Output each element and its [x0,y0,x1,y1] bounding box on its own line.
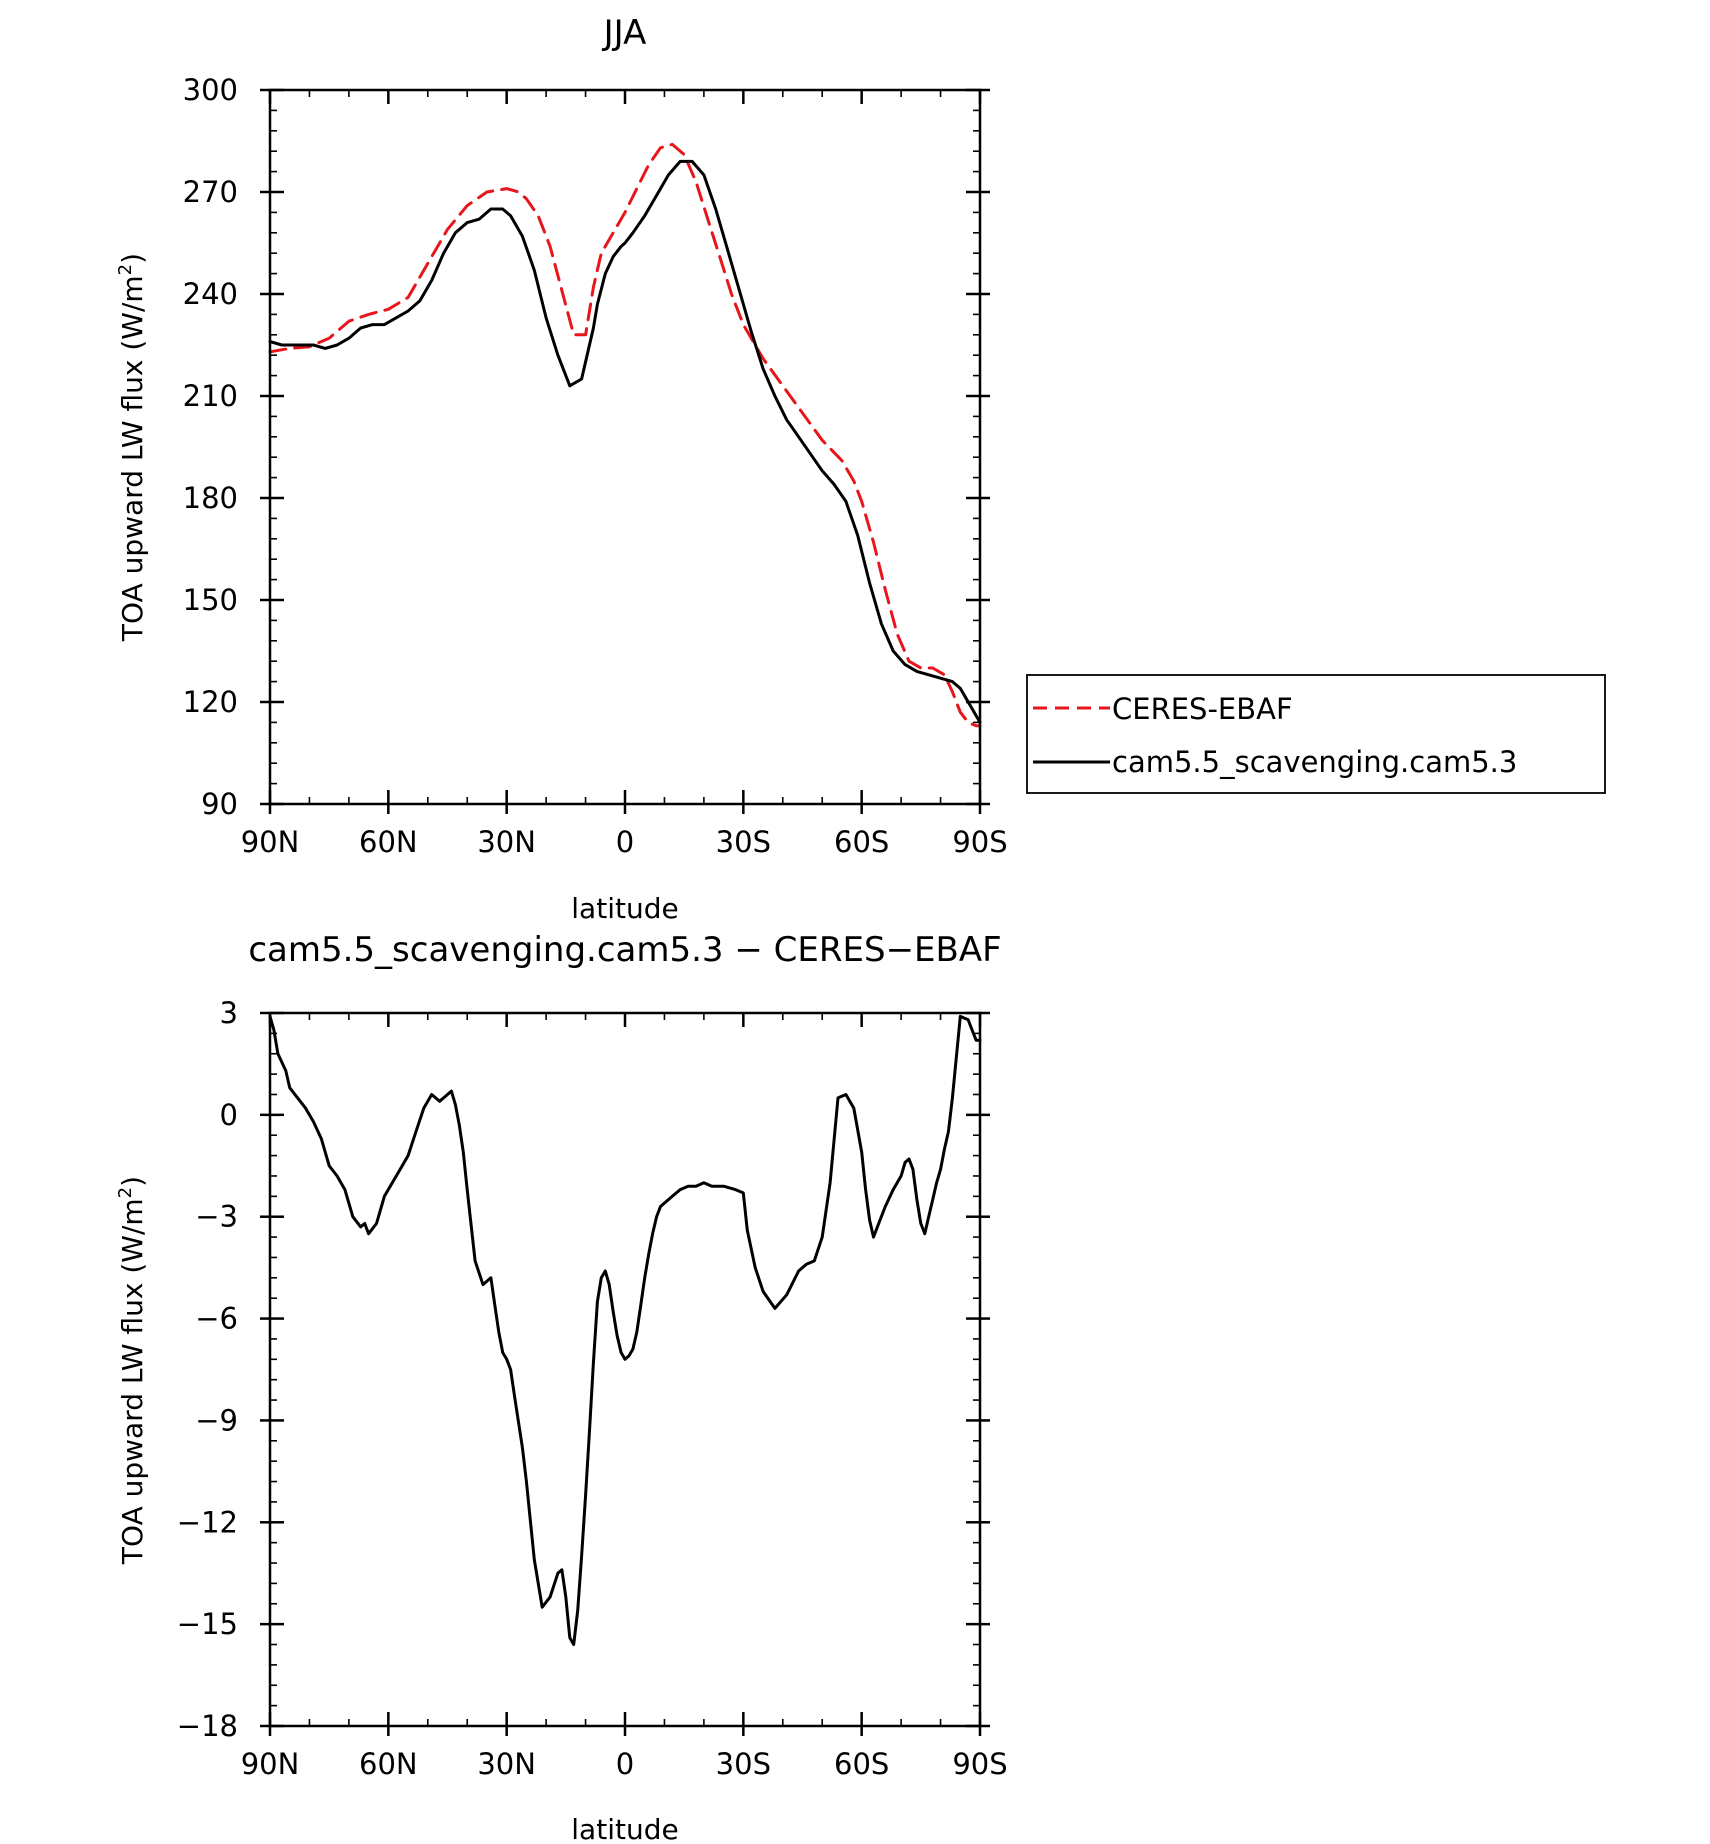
plot-frame [268,88,982,806]
y-tick-label: −6 [195,1302,238,1336]
y-tick-label: 300 [183,73,238,107]
y-tick-label: −3 [195,1200,238,1234]
y-tick-label: 0 [220,1098,238,1132]
y-tick-label: 150 [183,583,238,617]
x-axis-title: latitude [571,1813,678,1844]
x-tick-label: 30S [716,825,771,859]
y-tick-label: 120 [183,685,238,719]
x-tick-label: 90N [241,825,300,859]
x-tick-label: 30N [477,825,536,859]
minor-ticks [270,90,980,804]
y-tick-label: 180 [183,481,238,515]
major-ticks [260,1011,990,1736]
legend-label-ceres: CERES-EBAF [1112,692,1293,726]
series-line-ceres-ebaf [268,142,982,728]
y-tick-label: 210 [183,379,238,413]
x-tick-label: 30N [477,1747,536,1781]
y-tick-label: −15 [177,1607,238,1641]
series-layer [268,1014,982,1646]
y-tick-label: 90 [201,787,238,821]
y-tick-label: 3 [220,996,238,1030]
x-tick-label: 30S [716,1747,771,1781]
x-tick-label: 60S [834,1747,889,1781]
y-tick-labels: −18 −15 −12 −9 −6 −3 0 3 [177,996,238,1743]
x-tick-label: 90S [952,825,1007,859]
panel-bottom: cam5.5_scavenging.cam5.3 − CERES−EBAF −1… [115,930,1008,1844]
x-tick-label: 0 [616,1747,634,1781]
y-tick-label: 270 [183,175,238,209]
legend: CERES-EBAF cam5.5_scavenging.cam5.3 [1026,674,1606,794]
x-tick-label: 60N [359,825,418,859]
x-tick-labels: 90N 60N 30N 0 30S 60S 90S [241,825,1008,859]
x-tick-label: 90S [952,1747,1007,1781]
x-tick-label: 90N [241,1747,300,1781]
y-tick-labels: 90 120 150 180 210 240 270 300 [183,73,238,821]
chart-title: cam5.5_scavenging.cam5.3 − CERES−EBAF [248,930,1001,970]
x-tick-label: 60S [834,825,889,859]
legend-box [1026,674,1606,794]
x-tick-label: 60N [359,1747,418,1781]
y-axis-title: TOA upward LW flux (W/m2) [115,253,149,642]
x-tick-label: 0 [616,825,634,859]
y-tick-label: −9 [195,1403,238,1437]
x-tick-labels: 90N 60N 30N 0 30S 60S 90S [241,1747,1008,1781]
y-axis-title: TOA upward LW flux (W/m2) [115,1176,149,1565]
chart-title: JJA [602,13,647,53]
y-tick-label: −18 [177,1709,238,1743]
panel-top: JJA 90 120 150 180 210 240 270 300 90N 60N 30N 0 30… [115,13,1606,925]
minor-ticks [270,1013,980,1726]
series-line-difference [268,1014,982,1646]
major-ticks [260,88,990,814]
plot-frame [268,1011,982,1728]
legend-label-cam: cam5.5_scavenging.cam5.3 [1112,745,1517,779]
series-layer [268,142,982,728]
series-line-cam5-5 [268,159,982,724]
y-tick-label: 240 [183,277,238,311]
x-axis-title: latitude [571,892,678,925]
y-tick-label: −12 [177,1505,238,1539]
